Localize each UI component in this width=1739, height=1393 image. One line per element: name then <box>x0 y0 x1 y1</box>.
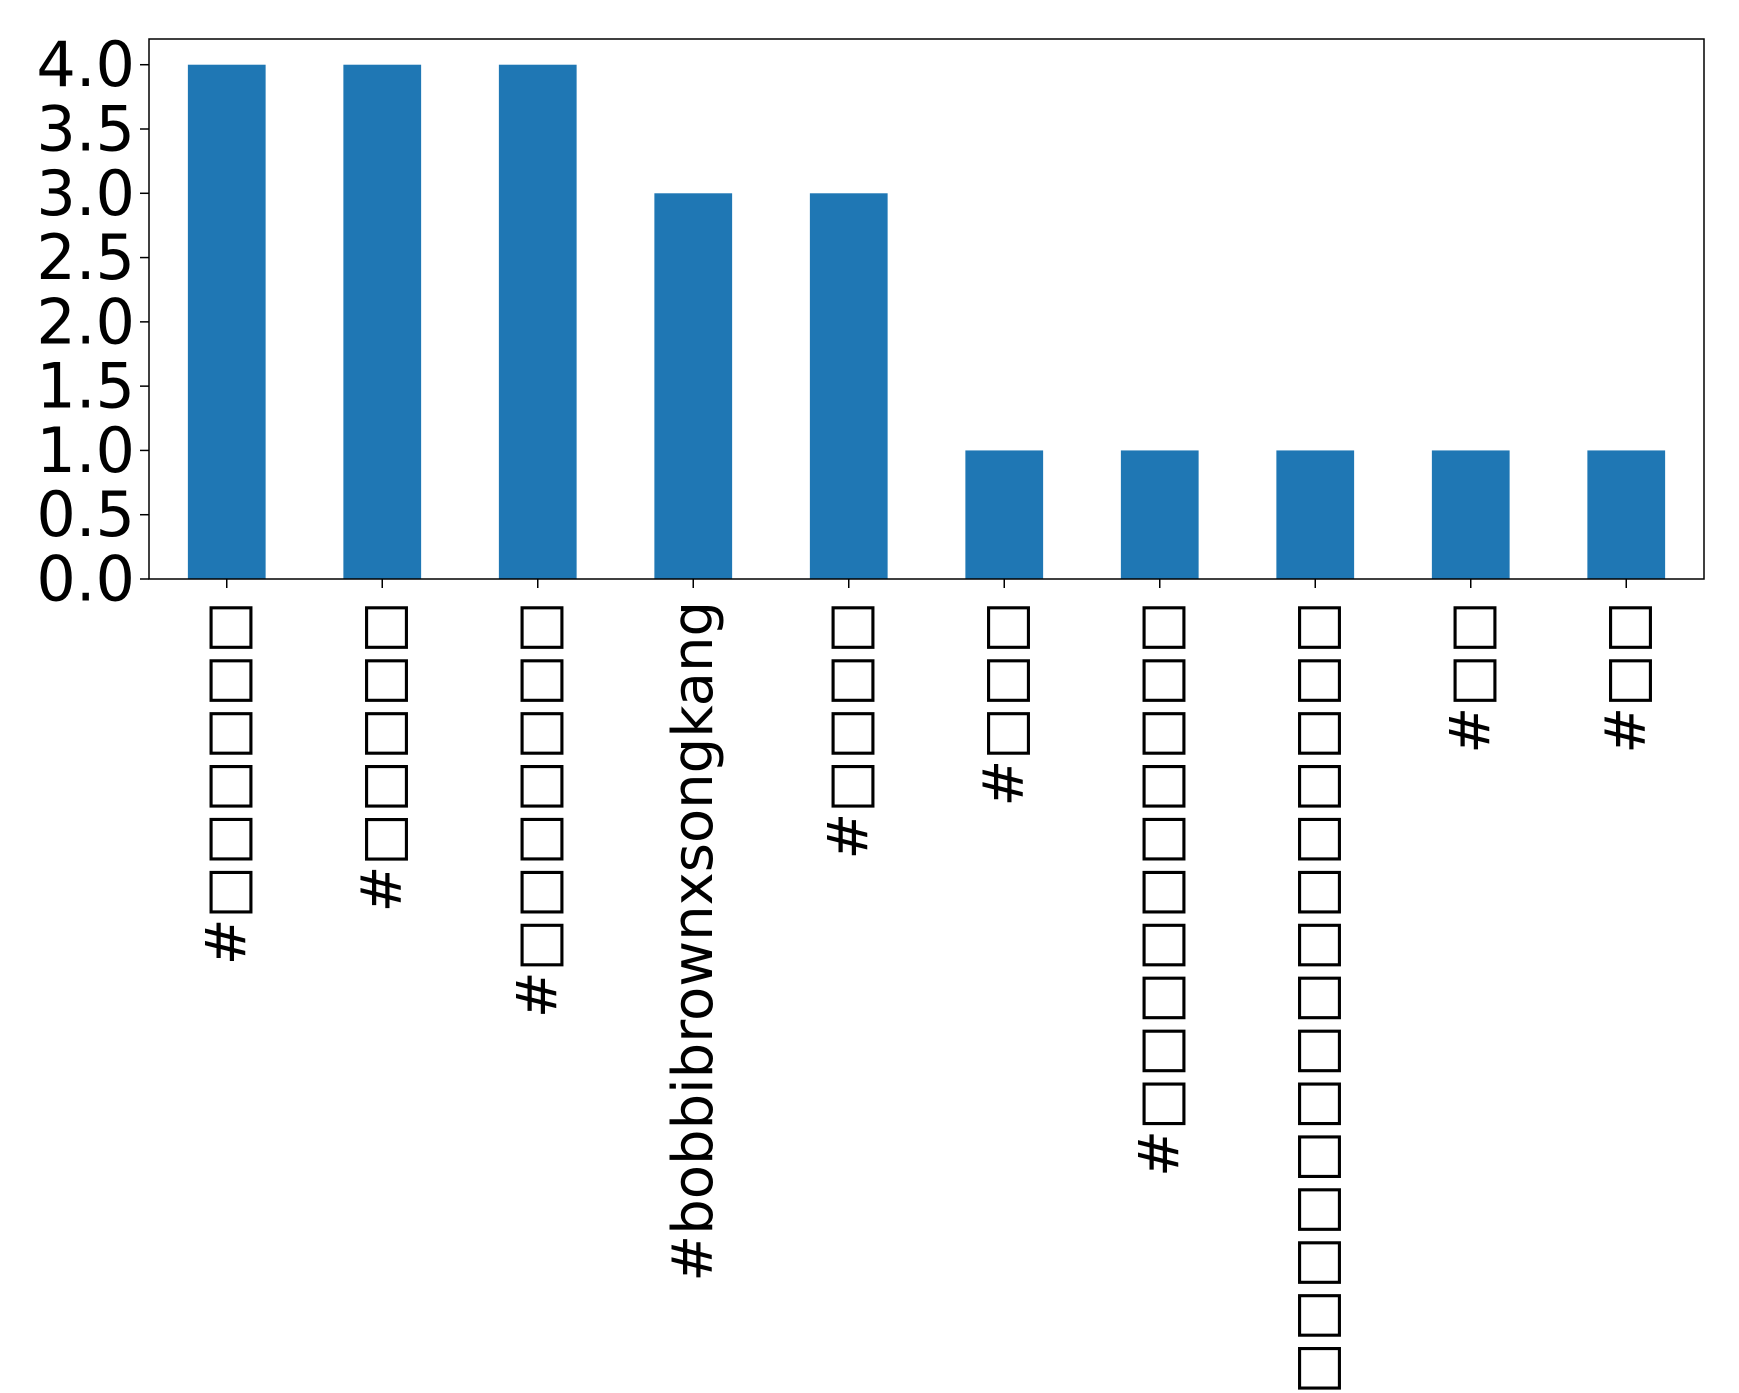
x-tick-label-7: #□□□□□□□□□□□□□□□ <box>1283 601 1348 1393</box>
y-tick-label-6: 3.0 <box>36 157 135 230</box>
bar-6 <box>1120 450 1199 579</box>
bars-group <box>187 64 1666 580</box>
x-axis: #□□□□□□ #□□□□□ #□□□□□□□ #bobbibrownxsongkan… <box>194 579 1659 1393</box>
y-tick-label-5: 2.5 <box>36 221 135 294</box>
x-tick-label-0: #□□□□□□ <box>194 601 259 965</box>
y-axis: 0.00.51.01.52.02.53.03.54.0 <box>36 28 149 616</box>
x-tick-label-4: #□□□□ <box>816 601 881 860</box>
y-tick-label-7: 3.5 <box>36 93 135 166</box>
x-tick-label-8: #□□ <box>1438 601 1503 754</box>
bar-7 <box>1276 450 1355 579</box>
bar-3 <box>654 193 733 580</box>
bar-9 <box>1587 450 1666 579</box>
x-tick-label-2: #□□□□□□□ <box>505 601 570 1018</box>
x-tick-label-1: #□□□□□ <box>350 601 415 912</box>
bar-8 <box>1431 450 1510 579</box>
x-tick-label-3: #bobbibrownxsongkang <box>661 601 726 1282</box>
x-tick-label-6: #□□□□□□□□□□ <box>1127 601 1192 1177</box>
y-tick-label-8: 4.0 <box>36 28 135 101</box>
y-tick-label-2: 1.0 <box>36 414 135 487</box>
bar-2 <box>498 64 577 579</box>
y-tick-label-4: 2.0 <box>36 285 135 358</box>
y-tick-label-0: 0.0 <box>36 543 135 616</box>
bar-5 <box>965 450 1044 579</box>
y-tick-label-1: 0.5 <box>36 478 135 551</box>
y-tick-label-3: 1.5 <box>36 350 135 423</box>
bar-0 <box>187 64 266 579</box>
plot-frame <box>148 38 1705 580</box>
x-tick-label-9: #□□ <box>1594 601 1659 754</box>
bar-1 <box>343 64 422 579</box>
bar-4 <box>809 193 888 580</box>
x-tick-label-5: #□□□ <box>972 601 1037 807</box>
